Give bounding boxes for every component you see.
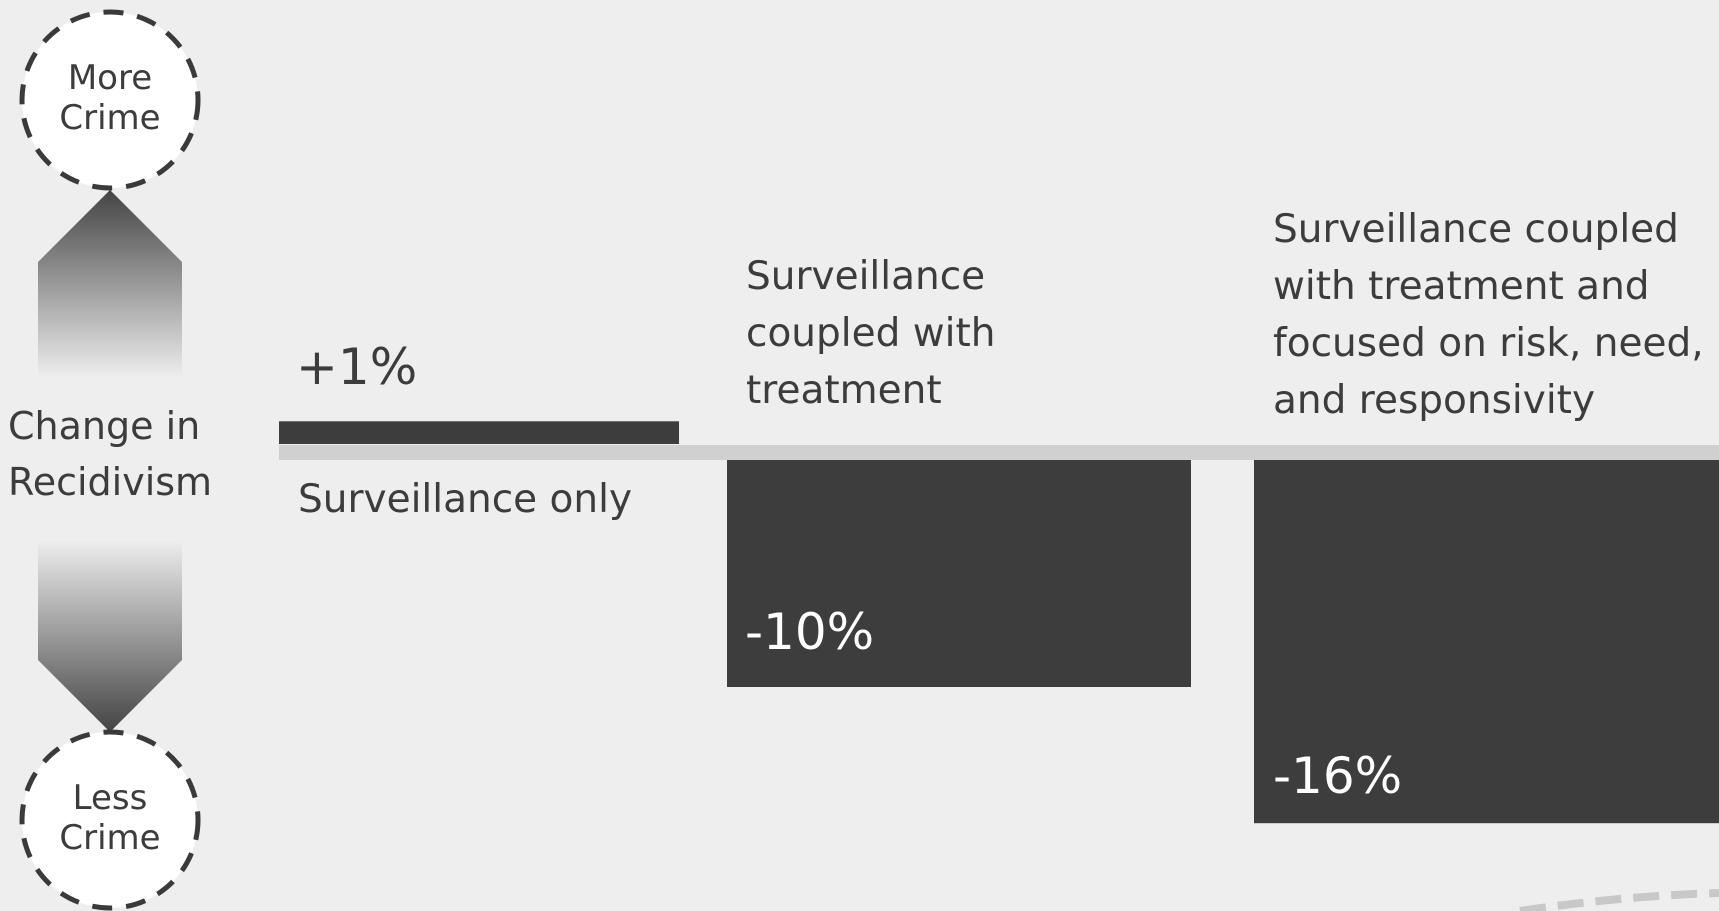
value-label-surveillance-only: +1% (296, 338, 418, 396)
more-crime-label: More Crime (59, 58, 161, 138)
value-label-surveillance-treatment-rnr: -16% (1273, 747, 1403, 805)
more-crime-circle (19, 9, 201, 191)
category-label-surveillance-treatment-rnr: Surveillance coupled with treatment and … (1273, 207, 1704, 423)
category-label-surveillance-treatment: Surveillance coupled with treatment (746, 254, 996, 413)
bar-surveillance-only (279, 421, 679, 444)
category-label-surveillance-only: Surveillance only (298, 477, 633, 522)
y-axis-label: Change in Recidivism (8, 404, 213, 504)
bar-surveillance-treatment (727, 460, 1191, 687)
down-arrow-icon (38, 540, 182, 732)
value-label-surveillance-treatment: -10% (745, 603, 875, 661)
less-crime-circle (19, 729, 201, 911)
bar-surveillance-treatment-rnr (1254, 460, 1719, 824)
baseline (279, 445, 1719, 460)
decorative-arc (1519, 889, 1719, 911)
less-crime-label: Less Crime (59, 778, 161, 858)
bars (279, 421, 1719, 824)
up-arrow-icon (38, 190, 182, 378)
